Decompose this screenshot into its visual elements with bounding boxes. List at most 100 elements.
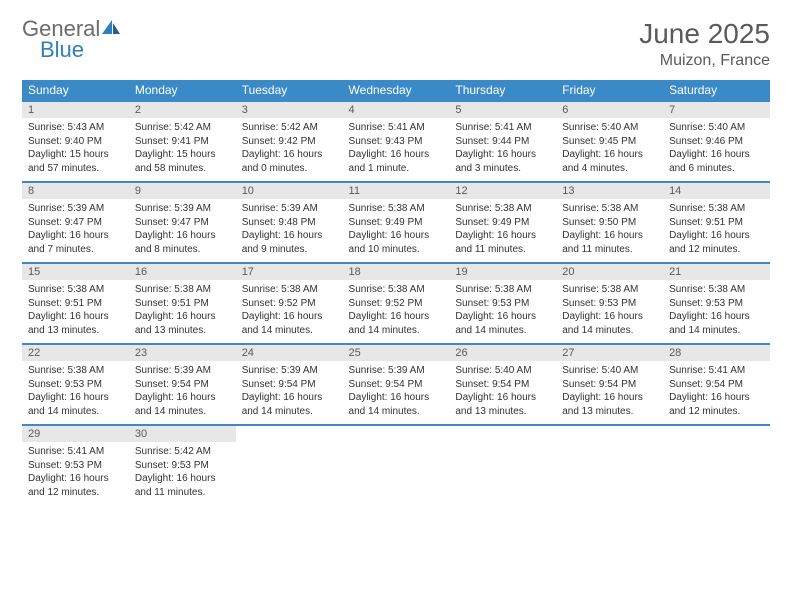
- weekday-header: Wednesday: [343, 80, 450, 101]
- sunrise-line: Sunrise: 5:39 AM: [135, 202, 230, 216]
- sunrise-line: Sunrise: 5:41 AM: [28, 445, 123, 459]
- logo-text-block: General Blue: [22, 18, 122, 61]
- day-cell: 3Sunrise: 5:42 AMSunset: 9:42 PMDaylight…: [236, 101, 343, 182]
- daylight-line: Daylight: 16 hours and 14 minutes.: [349, 310, 444, 337]
- day-cell: 28Sunrise: 5:41 AMSunset: 9:54 PMDayligh…: [663, 344, 770, 425]
- daylight-line: Daylight: 16 hours and 14 minutes.: [135, 391, 230, 418]
- day-body: Sunrise: 5:38 AMSunset: 9:53 PMDaylight:…: [663, 280, 770, 343]
- header: General Blue June 2025 Muizon, France: [22, 18, 770, 70]
- sunset-line: Sunset: 9:50 PM: [562, 216, 657, 230]
- sunrise-line: Sunrise: 5:38 AM: [28, 364, 123, 378]
- sunset-line: Sunset: 9:44 PM: [455, 135, 550, 149]
- day-body: Sunrise: 5:40 AMSunset: 9:45 PMDaylight:…: [556, 118, 663, 181]
- daylight-line: Daylight: 16 hours and 8 minutes.: [135, 229, 230, 256]
- daylight-line: Daylight: 16 hours and 13 minutes.: [562, 391, 657, 418]
- day-body: Sunrise: 5:38 AMSunset: 9:49 PMDaylight:…: [449, 199, 556, 262]
- sunset-line: Sunset: 9:41 PM: [135, 135, 230, 149]
- daylight-line: Daylight: 16 hours and 12 minutes.: [669, 229, 764, 256]
- month-title: June 2025: [639, 18, 770, 50]
- daylight-line: Daylight: 16 hours and 12 minutes.: [669, 391, 764, 418]
- day-body: Sunrise: 5:40 AMSunset: 9:54 PMDaylight:…: [449, 361, 556, 424]
- day-body: Sunrise: 5:38 AMSunset: 9:52 PMDaylight:…: [343, 280, 450, 343]
- sunrise-line: Sunrise: 5:39 AM: [28, 202, 123, 216]
- sunset-line: Sunset: 9:54 PM: [242, 378, 337, 392]
- sunset-line: Sunset: 9:51 PM: [135, 297, 230, 311]
- day-body: Sunrise: 5:38 AMSunset: 9:49 PMDaylight:…: [343, 199, 450, 262]
- sunrise-line: Sunrise: 5:40 AM: [455, 364, 550, 378]
- sunrise-line: Sunrise: 5:42 AM: [135, 121, 230, 135]
- daylight-line: Daylight: 16 hours and 11 minutes.: [135, 472, 230, 499]
- day-number: 2: [129, 102, 236, 118]
- sunset-line: Sunset: 9:45 PM: [562, 135, 657, 149]
- day-cell: 9Sunrise: 5:39 AMSunset: 9:47 PMDaylight…: [129, 182, 236, 263]
- daylight-line: Daylight: 16 hours and 4 minutes.: [562, 148, 657, 175]
- sunset-line: Sunset: 9:47 PM: [28, 216, 123, 230]
- day-number: 6: [556, 102, 663, 118]
- day-cell: 25Sunrise: 5:39 AMSunset: 9:54 PMDayligh…: [343, 344, 450, 425]
- day-body: Sunrise: 5:39 AMSunset: 9:47 PMDaylight:…: [129, 199, 236, 262]
- daylight-line: Daylight: 16 hours and 14 minutes.: [562, 310, 657, 337]
- day-cell: 22Sunrise: 5:38 AMSunset: 9:53 PMDayligh…: [22, 344, 129, 425]
- day-number: 14: [663, 183, 770, 199]
- sunrise-line: Sunrise: 5:39 AM: [135, 364, 230, 378]
- sunset-line: Sunset: 9:51 PM: [28, 297, 123, 311]
- day-number: 15: [22, 264, 129, 280]
- day-body: Sunrise: 5:43 AMSunset: 9:40 PMDaylight:…: [22, 118, 129, 181]
- day-cell: 5Sunrise: 5:41 AMSunset: 9:44 PMDaylight…: [449, 101, 556, 182]
- sunrise-line: Sunrise: 5:43 AM: [28, 121, 123, 135]
- daylight-line: Daylight: 16 hours and 14 minutes.: [28, 391, 123, 418]
- daylight-line: Daylight: 16 hours and 14 minutes.: [455, 310, 550, 337]
- day-number: 4: [343, 102, 450, 118]
- day-number: 30: [129, 426, 236, 442]
- day-number: 5: [449, 102, 556, 118]
- sunrise-line: Sunrise: 5:40 AM: [669, 121, 764, 135]
- sunset-line: Sunset: 9:49 PM: [455, 216, 550, 230]
- day-number: 18: [343, 264, 450, 280]
- sunset-line: Sunset: 9:43 PM: [349, 135, 444, 149]
- daylight-line: Daylight: 16 hours and 13 minutes.: [135, 310, 230, 337]
- weekday-header-row: Sunday Monday Tuesday Wednesday Thursday…: [22, 80, 770, 101]
- logo-sail-icon: [100, 18, 122, 41]
- day-body: Sunrise: 5:38 AMSunset: 9:51 PMDaylight:…: [129, 280, 236, 343]
- day-body: Sunrise: 5:38 AMSunset: 9:53 PMDaylight:…: [556, 280, 663, 343]
- daylight-line: Daylight: 16 hours and 11 minutes.: [455, 229, 550, 256]
- sunset-line: Sunset: 9:54 PM: [455, 378, 550, 392]
- day-body: Sunrise: 5:42 AMSunset: 9:53 PMDaylight:…: [129, 442, 236, 505]
- sunrise-line: Sunrise: 5:39 AM: [242, 202, 337, 216]
- day-number: 7: [663, 102, 770, 118]
- day-body: Sunrise: 5:40 AMSunset: 9:46 PMDaylight:…: [663, 118, 770, 181]
- sunset-line: Sunset: 9:54 PM: [135, 378, 230, 392]
- day-cell: 14Sunrise: 5:38 AMSunset: 9:51 PMDayligh…: [663, 182, 770, 263]
- day-cell: 17Sunrise: 5:38 AMSunset: 9:52 PMDayligh…: [236, 263, 343, 344]
- logo-word-blue: Blue: [22, 39, 122, 61]
- daylight-line: Daylight: 16 hours and 14 minutes.: [349, 391, 444, 418]
- day-body: Sunrise: 5:39 AMSunset: 9:54 PMDaylight:…: [343, 361, 450, 424]
- day-cell: 8 Sunrise: 5:39 AMSunset: 9:47 PMDaylight…: [22, 182, 129, 263]
- sunset-line: Sunset: 9:53 PM: [669, 297, 764, 311]
- daylight-line: Daylight: 16 hours and 14 minutes.: [669, 310, 764, 337]
- day-cell: 16Sunrise: 5:38 AMSunset: 9:51 PMDayligh…: [129, 263, 236, 344]
- sunset-line: Sunset: 9:53 PM: [562, 297, 657, 311]
- sunset-line: Sunset: 9:46 PM: [669, 135, 764, 149]
- day-number: 21: [663, 264, 770, 280]
- weekday-header: Friday: [556, 80, 663, 101]
- day-cell: [343, 425, 450, 505]
- sunrise-line: Sunrise: 5:38 AM: [455, 202, 550, 216]
- day-number: 27: [556, 345, 663, 361]
- daylight-line: Daylight: 16 hours and 0 minutes.: [242, 148, 337, 175]
- day-cell: 7Sunrise: 5:40 AMSunset: 9:46 PMDaylight…: [663, 101, 770, 182]
- week-row: 29Sunrise: 5:41 AMSunset: 9:53 PMDayligh…: [22, 425, 770, 505]
- daylight-line: Daylight: 15 hours and 58 minutes.: [135, 148, 230, 175]
- week-row: 1Sunrise: 5:43 AMSunset: 9:40 PMDaylight…: [22, 101, 770, 182]
- daylight-line: Daylight: 16 hours and 9 minutes.: [242, 229, 337, 256]
- sunrise-line: Sunrise: 5:38 AM: [562, 283, 657, 297]
- weekday-header: Tuesday: [236, 80, 343, 101]
- weekday-header: Sunday: [22, 80, 129, 101]
- sunset-line: Sunset: 9:53 PM: [28, 378, 123, 392]
- day-body: Sunrise: 5:42 AMSunset: 9:41 PMDaylight:…: [129, 118, 236, 181]
- sunset-line: Sunset: 9:49 PM: [349, 216, 444, 230]
- day-body: Sunrise: 5:41 AMSunset: 9:54 PMDaylight:…: [663, 361, 770, 424]
- daylight-line: Daylight: 16 hours and 7 minutes.: [28, 229, 123, 256]
- day-number: 19: [449, 264, 556, 280]
- day-number: 8: [22, 183, 129, 199]
